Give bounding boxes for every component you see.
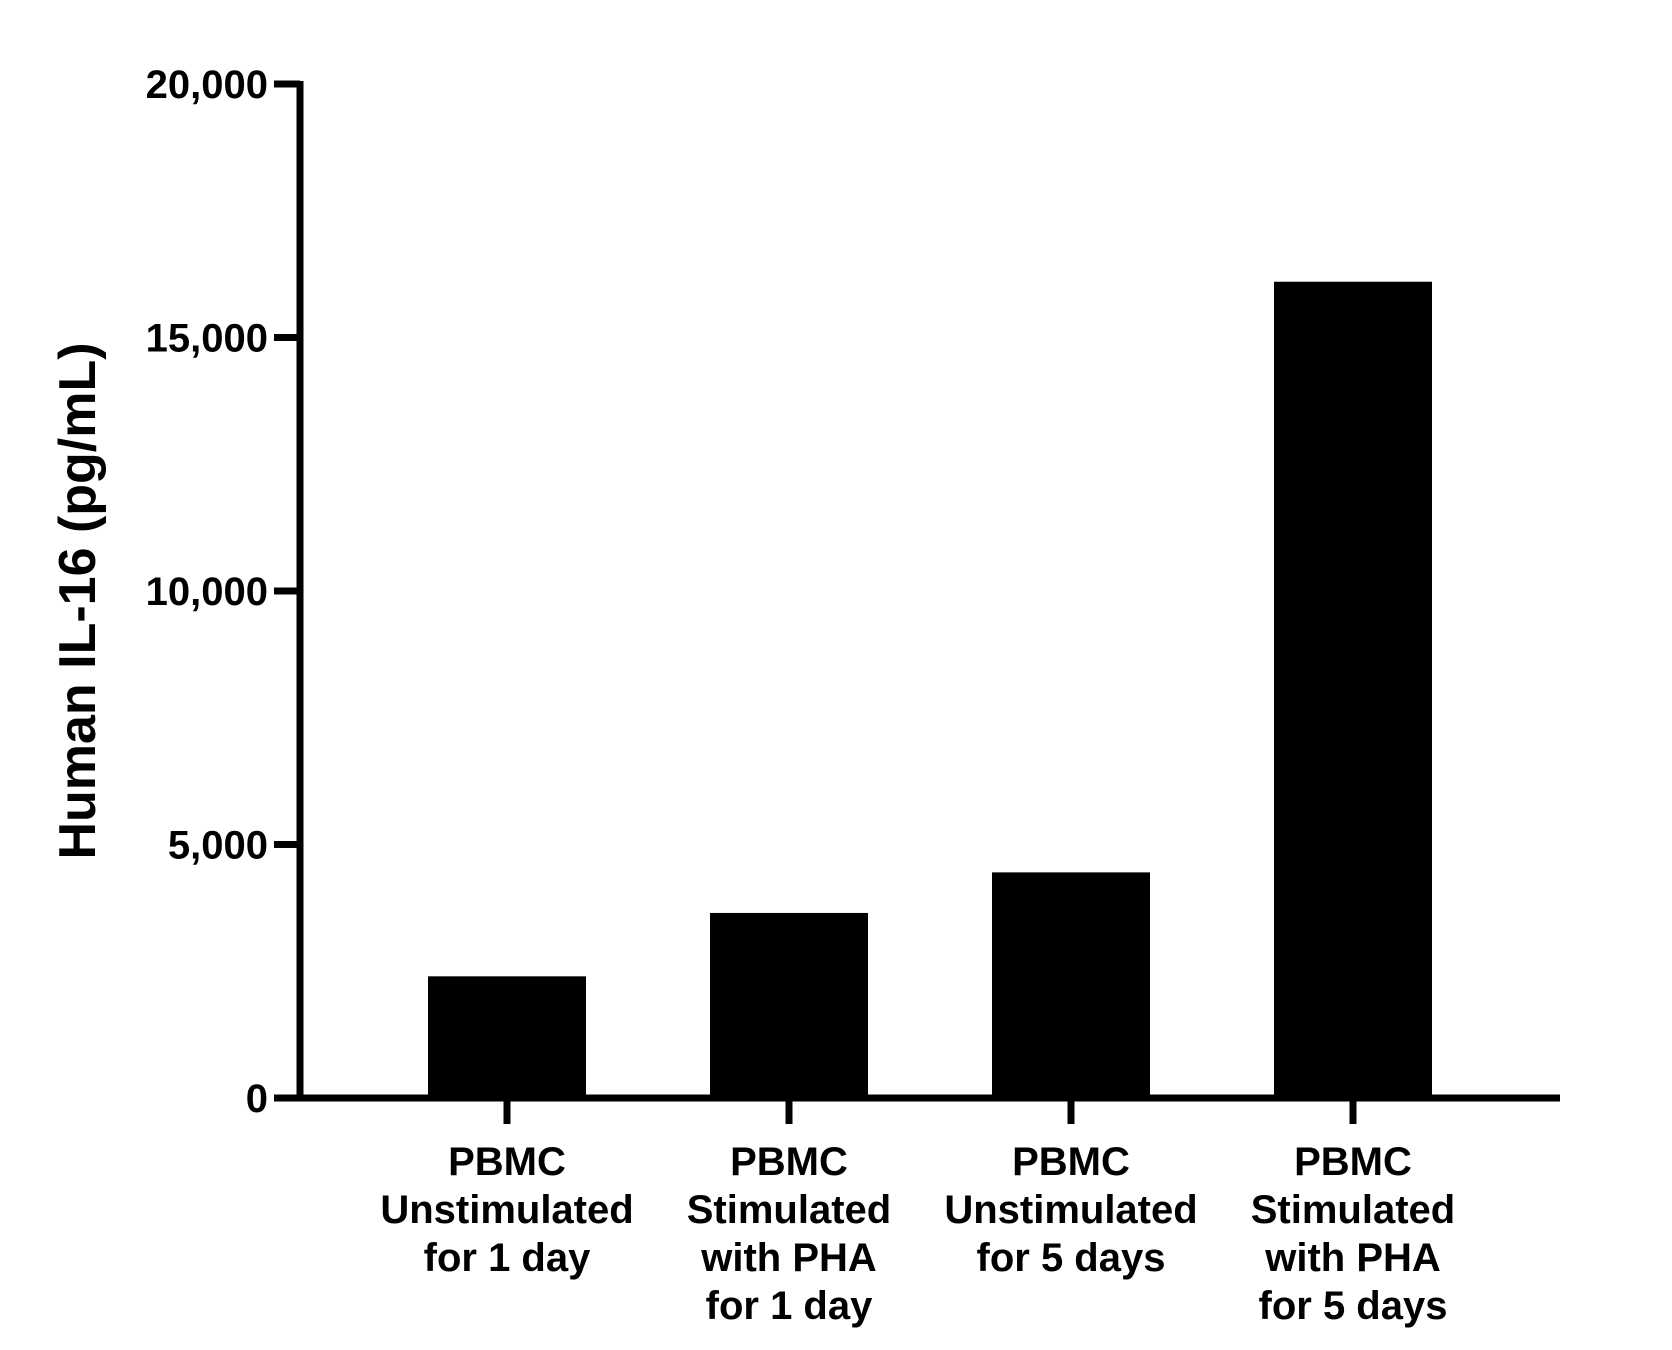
x-tick-label: PBMC Unstimulated for 1 day xyxy=(380,1140,633,1280)
x-tick-label-line: PBMC xyxy=(448,1140,566,1184)
x-tick-label-line: Unstimulated xyxy=(380,1188,633,1232)
x-tick-label-line: for 1 day xyxy=(424,1236,591,1280)
x-tick-label-line: PBMC xyxy=(1012,1140,1130,1184)
bar-4 xyxy=(1274,281,1432,1099)
x-tick-label-line: Unstimulated xyxy=(944,1188,1197,1232)
x-tick-label-line: PBMC xyxy=(730,1140,848,1184)
x-tick-label-line: Stimulated xyxy=(1251,1188,1455,1232)
x-tick-label-line: for 5 days xyxy=(977,1236,1166,1280)
x-tick-label-line: with PHA xyxy=(1264,1236,1441,1280)
y-tick-label: 10,000 xyxy=(146,570,268,614)
bar-3 xyxy=(992,872,1150,1098)
x-tick-label-line: for 1 day xyxy=(706,1284,873,1328)
y-tick-label: 20,000 xyxy=(146,63,268,107)
x-tick-label-line: with PHA xyxy=(700,1236,877,1280)
y-tick-label: 5,000 xyxy=(168,824,268,868)
x-tick-label-line: PBMC xyxy=(1294,1140,1412,1184)
y-tick-label: 0 xyxy=(246,1077,268,1121)
x-tick-label: PBMC Stimulated with PHA for 5 days xyxy=(1251,1140,1455,1328)
x-tick-label: PBMC Unstimulated for 5 days xyxy=(944,1140,1197,1280)
x-tick-label: PBMC Stimulated with PHA for 1 day xyxy=(687,1140,891,1328)
x-tick-label-line: for 5 days xyxy=(1259,1284,1448,1328)
bar-2 xyxy=(710,912,868,1098)
y-ticks-group: 0 5,000 10,000 15,000 20,000 xyxy=(146,63,300,1121)
y-axis-title: Human IL-16 (pg/mL) xyxy=(49,342,107,859)
bars-group xyxy=(428,281,1432,1099)
bar-1 xyxy=(428,976,586,1098)
y-tick-label: 15,000 xyxy=(146,317,268,361)
x-tick-label-line: Stimulated xyxy=(687,1188,891,1232)
